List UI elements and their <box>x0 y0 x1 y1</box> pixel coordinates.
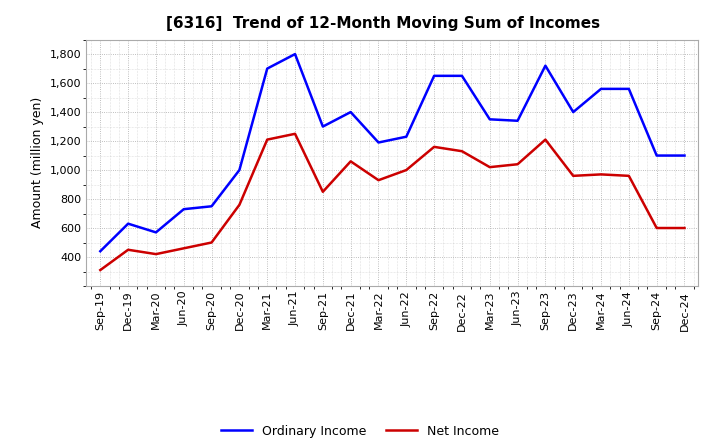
Line: Net Income: Net Income <box>100 134 685 270</box>
Ordinary Income <box>346 110 355 115</box>
Line: Ordinary Income: Ordinary Income <box>100 54 685 251</box>
Ordinary Income <box>124 221 132 226</box>
Ordinary Income <box>318 124 327 129</box>
Ordinary Income <box>485 117 494 122</box>
Net Income <box>124 247 132 253</box>
Text: [6316]  Trend of 12-Month Moving Sum of Incomes: [6316] Trend of 12-Month Moving Sum of I… <box>166 16 600 32</box>
Net Income <box>207 240 216 245</box>
Net Income <box>346 159 355 164</box>
Net Income <box>624 173 633 179</box>
Legend: Ordinary Income, Net Income: Ordinary Income, Net Income <box>216 420 504 440</box>
Net Income <box>318 189 327 194</box>
Net Income <box>458 149 467 154</box>
Net Income <box>569 173 577 179</box>
Net Income <box>541 137 550 142</box>
Net Income <box>680 225 689 231</box>
Ordinary Income <box>207 204 216 209</box>
Net Income <box>235 202 243 208</box>
Ordinary Income <box>458 73 467 78</box>
Ordinary Income <box>179 206 188 212</box>
Net Income <box>652 225 661 231</box>
Net Income <box>291 131 300 136</box>
Ordinary Income <box>235 167 243 172</box>
Net Income <box>402 167 410 172</box>
Ordinary Income <box>513 118 522 123</box>
Ordinary Income <box>96 249 104 254</box>
Ordinary Income <box>430 73 438 78</box>
Ordinary Income <box>291 51 300 57</box>
Net Income <box>374 178 383 183</box>
Ordinary Income <box>541 63 550 68</box>
Net Income <box>485 165 494 170</box>
Y-axis label: Amount (million yen): Amount (million yen) <box>32 97 45 228</box>
Ordinary Income <box>624 86 633 92</box>
Ordinary Income <box>652 153 661 158</box>
Net Income <box>96 268 104 273</box>
Net Income <box>597 172 606 177</box>
Net Income <box>263 137 271 142</box>
Ordinary Income <box>597 86 606 92</box>
Ordinary Income <box>152 230 161 235</box>
Ordinary Income <box>263 66 271 71</box>
Net Income <box>179 246 188 251</box>
Ordinary Income <box>374 140 383 145</box>
Ordinary Income <box>569 110 577 115</box>
Ordinary Income <box>402 134 410 139</box>
Net Income <box>513 161 522 167</box>
Ordinary Income <box>680 153 689 158</box>
Net Income <box>430 144 438 150</box>
Net Income <box>152 252 161 257</box>
